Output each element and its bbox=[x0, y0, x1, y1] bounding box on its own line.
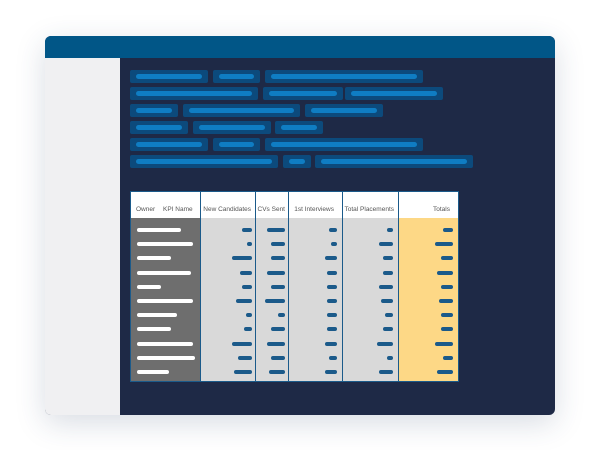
kpi-name-placeholder bbox=[137, 270, 191, 275]
placeholder-pill bbox=[275, 121, 323, 134]
value-placeholder bbox=[325, 341, 337, 346]
value-placeholder bbox=[327, 270, 337, 275]
value-placeholder bbox=[383, 270, 393, 275]
kpi-name-placeholder bbox=[137, 327, 171, 332]
kpi-name-placeholder bbox=[137, 284, 161, 289]
value-placeholder bbox=[383, 327, 393, 332]
value-placeholder bbox=[271, 327, 285, 332]
value-placeholder bbox=[381, 299, 393, 303]
value-placeholder bbox=[379, 370, 393, 374]
value-placeholder bbox=[383, 256, 393, 261]
value-placeholder bbox=[435, 242, 453, 247]
header-totals: Totals bbox=[433, 206, 450, 213]
value-placeholder bbox=[327, 299, 337, 303]
placeholder-pill bbox=[130, 121, 188, 134]
value-placeholder bbox=[331, 242, 337, 247]
value-placeholder bbox=[437, 270, 453, 275]
placeholder-pill bbox=[345, 87, 443, 100]
value-placeholder bbox=[238, 355, 252, 360]
kpi-table: Owner KPI Name New Candidates CVs Sent 1… bbox=[130, 191, 459, 382]
placeholder-pill bbox=[213, 70, 260, 83]
value-placeholder bbox=[267, 341, 285, 346]
value-placeholder bbox=[327, 327, 337, 332]
placeholder-pill bbox=[283, 155, 311, 168]
value-placeholder bbox=[441, 313, 453, 318]
value-placeholder bbox=[387, 355, 393, 360]
value-placeholder bbox=[265, 299, 285, 303]
value-placeholder bbox=[377, 341, 393, 346]
value-placeholder bbox=[271, 242, 285, 247]
value-placeholder bbox=[379, 284, 393, 289]
placeholder-pill bbox=[130, 87, 258, 100]
placeholder-pill bbox=[130, 70, 208, 83]
placeholder-pill bbox=[193, 121, 271, 134]
header-total-placements: Total Placements bbox=[344, 206, 395, 213]
value-placeholder bbox=[232, 341, 252, 346]
value-placeholder bbox=[269, 370, 285, 374]
value-placeholder bbox=[327, 284, 337, 289]
kpi-name-placeholder bbox=[137, 299, 193, 303]
placeholder-pill bbox=[130, 104, 178, 117]
header-cvs-sent: CVs Sent bbox=[257, 206, 285, 213]
value-placeholder bbox=[240, 270, 252, 275]
kpi-name-placeholder bbox=[137, 341, 193, 346]
kpi-name-placeholder bbox=[137, 313, 177, 318]
value-placeholder bbox=[385, 313, 393, 318]
value-placeholder bbox=[236, 299, 252, 303]
value-placeholder bbox=[387, 228, 393, 232]
value-placeholder bbox=[443, 355, 453, 360]
value-placeholder bbox=[325, 256, 337, 261]
placeholder-pill bbox=[263, 87, 343, 100]
value-placeholder bbox=[234, 370, 252, 374]
value-placeholder bbox=[329, 355, 337, 360]
value-placeholder bbox=[441, 327, 453, 332]
kpi-name-placeholder bbox=[137, 370, 169, 374]
sidebar bbox=[45, 58, 120, 415]
value-placeholder bbox=[244, 327, 252, 332]
value-placeholder bbox=[443, 228, 453, 232]
app-window: Owner KPI Name New Candidates CVs Sent 1… bbox=[45, 36, 555, 415]
value-placeholder bbox=[242, 228, 252, 232]
value-placeholder bbox=[246, 313, 252, 318]
value-placeholder bbox=[435, 341, 453, 346]
value-placeholder bbox=[329, 228, 337, 232]
value-placeholder bbox=[271, 355, 285, 360]
placeholder-pill bbox=[213, 138, 260, 151]
value-placeholder bbox=[441, 284, 453, 289]
header-first-interviews: 1st Interviews bbox=[294, 206, 334, 213]
placeholder-pill bbox=[183, 104, 300, 117]
value-placeholder bbox=[271, 284, 285, 289]
value-placeholder bbox=[325, 370, 337, 374]
kpi-name-placeholder bbox=[137, 256, 171, 261]
placeholder-pill bbox=[315, 155, 473, 168]
value-placeholder bbox=[267, 270, 285, 275]
placeholder-pill bbox=[130, 155, 278, 168]
title-bar bbox=[45, 36, 555, 58]
value-placeholder bbox=[327, 313, 337, 318]
value-placeholder bbox=[278, 313, 285, 318]
kpi-name-placeholder bbox=[137, 228, 181, 232]
header-new-candidates: New Candidates bbox=[203, 206, 251, 213]
value-placeholder bbox=[379, 242, 393, 247]
value-placeholder bbox=[271, 256, 285, 261]
value-placeholder bbox=[439, 299, 453, 303]
kpi-name-placeholder bbox=[137, 355, 195, 360]
value-placeholder bbox=[267, 228, 285, 232]
value-placeholder bbox=[437, 370, 453, 374]
value-placeholder bbox=[242, 284, 252, 289]
kpi-name-placeholder bbox=[137, 242, 193, 247]
value-placeholder bbox=[441, 256, 453, 261]
header-owner: Owner bbox=[136, 206, 156, 213]
placeholder-pill bbox=[305, 104, 383, 117]
placeholder-pill bbox=[130, 138, 208, 151]
value-placeholder bbox=[247, 242, 252, 247]
header-kpi-name: KPI Name bbox=[163, 206, 193, 213]
placeholder-pill bbox=[265, 70, 423, 83]
placeholder-pill bbox=[265, 138, 423, 151]
value-placeholder bbox=[232, 256, 252, 261]
